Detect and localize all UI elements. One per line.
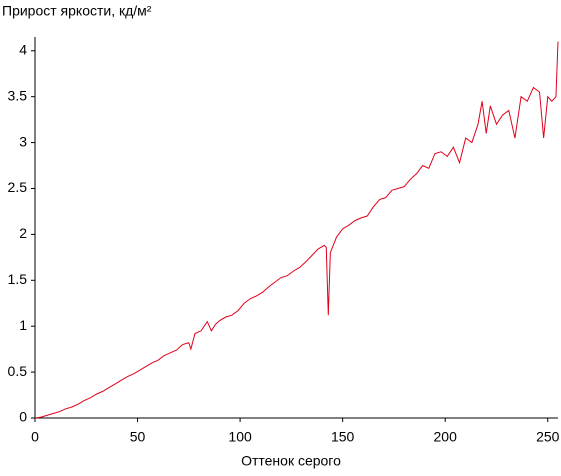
chart-title: Прирост яркости, кд/м² [2,3,152,19]
y-tick-label: 1.5 [8,271,28,287]
x-axis-label: Оттенок серого [241,453,341,469]
x-tick-label: 100 [228,429,252,445]
x-tick-label: 50 [130,429,146,445]
x-tick-label: 250 [536,429,560,445]
y-tick-label: 0 [19,409,27,425]
y-tick-label: 3.5 [8,87,28,103]
x-tick-label: 150 [331,429,355,445]
y-tick-label: 3 [19,133,27,149]
y-tick-label: 4 [19,41,27,57]
x-tick-label: 200 [434,429,458,445]
y-tick-label: 0.5 [8,363,28,379]
x-tick-label: 0 [31,429,39,445]
y-tick-label: 2.5 [8,179,28,195]
y-tick-label: 2 [19,225,27,241]
y-tick-label: 1 [19,317,27,333]
data-line [34,41,559,419]
